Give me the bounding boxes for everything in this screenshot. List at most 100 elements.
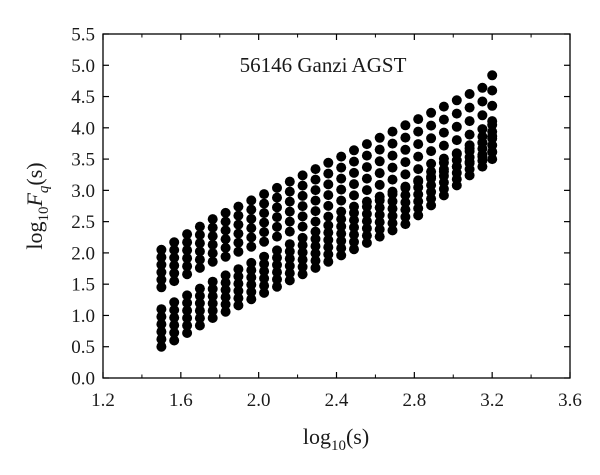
data-point bbox=[464, 140, 475, 151]
data-point bbox=[387, 218, 398, 229]
data-point bbox=[336, 151, 347, 162]
data-point bbox=[487, 147, 498, 158]
data-point bbox=[374, 168, 385, 179]
data-point bbox=[413, 114, 424, 125]
data-point bbox=[297, 232, 308, 243]
data-point bbox=[182, 305, 193, 316]
data-point bbox=[336, 235, 347, 246]
data-point bbox=[361, 230, 372, 241]
data-point bbox=[284, 196, 295, 207]
data-point bbox=[169, 268, 180, 279]
data-point bbox=[400, 204, 411, 215]
data-point bbox=[259, 280, 270, 291]
data-point bbox=[413, 126, 424, 137]
data-point bbox=[194, 283, 205, 294]
data-point bbox=[156, 311, 167, 322]
data-point bbox=[361, 237, 372, 248]
data-point bbox=[487, 119, 498, 130]
data-point bbox=[336, 250, 347, 261]
data-point bbox=[349, 145, 359, 156]
data-point bbox=[336, 228, 347, 239]
data-point bbox=[272, 212, 282, 223]
data-point bbox=[323, 157, 334, 168]
data-point bbox=[451, 95, 462, 106]
data-point bbox=[400, 120, 411, 131]
data-point bbox=[487, 70, 498, 81]
data-point bbox=[477, 131, 488, 142]
data-point bbox=[182, 229, 193, 240]
data-point bbox=[284, 226, 295, 237]
data-point bbox=[272, 245, 282, 256]
data-point bbox=[438, 127, 449, 138]
data-point bbox=[284, 216, 295, 227]
data-point bbox=[156, 334, 167, 345]
scatter-points bbox=[156, 70, 498, 352]
data-point bbox=[297, 261, 308, 272]
y-tick-label: 5.5 bbox=[71, 25, 95, 46]
data-point bbox=[374, 224, 385, 235]
svg-text:log10Fq(s): log10Fq(s) bbox=[22, 162, 52, 249]
data-point bbox=[310, 195, 321, 206]
data-point bbox=[487, 126, 498, 137]
data-point bbox=[487, 100, 498, 111]
data-point bbox=[349, 244, 359, 255]
data-point bbox=[387, 196, 398, 207]
data-point bbox=[426, 133, 437, 144]
y-tick-label: 5.0 bbox=[71, 56, 95, 77]
y-tick-label: 1.5 bbox=[71, 275, 95, 296]
data-point bbox=[487, 133, 498, 144]
x-tick-label: 3.2 bbox=[480, 390, 504, 411]
data-point bbox=[156, 304, 167, 315]
data-point bbox=[220, 277, 231, 288]
data-point bbox=[374, 217, 385, 228]
data-point bbox=[451, 135, 462, 146]
data-point bbox=[182, 245, 193, 256]
data-point bbox=[246, 272, 257, 283]
data-point bbox=[169, 335, 180, 346]
data-point bbox=[246, 223, 257, 234]
x-tick-label: 2.0 bbox=[247, 390, 271, 411]
data-point bbox=[220, 306, 231, 317]
data-point bbox=[194, 229, 205, 240]
data-point bbox=[246, 257, 257, 268]
data-point bbox=[336, 162, 347, 173]
data-point bbox=[349, 207, 359, 218]
data-point bbox=[207, 214, 218, 225]
y-axis-label: log10Fq(s) bbox=[22, 162, 52, 249]
data-point bbox=[349, 156, 359, 167]
data-point bbox=[413, 139, 424, 150]
data-point bbox=[487, 85, 498, 96]
data-point bbox=[323, 234, 334, 245]
data-point bbox=[438, 140, 449, 151]
data-point bbox=[426, 107, 437, 118]
data-point bbox=[310, 216, 321, 227]
data-point bbox=[297, 190, 308, 201]
data-point bbox=[400, 132, 411, 143]
data-point bbox=[220, 242, 231, 253]
data-point bbox=[169, 297, 180, 308]
plot-frame bbox=[102, 33, 571, 379]
data-point bbox=[451, 149, 462, 160]
data-point bbox=[323, 168, 334, 179]
data-point bbox=[361, 150, 372, 161]
data-point bbox=[182, 261, 193, 272]
data-point bbox=[169, 252, 180, 263]
data-point bbox=[297, 221, 308, 232]
data-point bbox=[207, 313, 218, 323]
data-point bbox=[284, 239, 295, 250]
data-point bbox=[387, 210, 398, 221]
data-point bbox=[323, 190, 334, 201]
data-point bbox=[246, 213, 257, 224]
data-point bbox=[182, 290, 193, 301]
x-tick-label: 3.6 bbox=[558, 390, 582, 411]
data-point bbox=[233, 246, 244, 257]
data-point bbox=[310, 233, 321, 244]
data-point bbox=[323, 249, 334, 260]
data-point bbox=[207, 305, 218, 316]
data-point bbox=[220, 216, 231, 227]
data-point bbox=[156, 274, 167, 285]
data-point bbox=[272, 259, 282, 270]
data-point bbox=[169, 327, 180, 338]
data-point bbox=[310, 164, 321, 175]
data-point bbox=[400, 219, 411, 230]
